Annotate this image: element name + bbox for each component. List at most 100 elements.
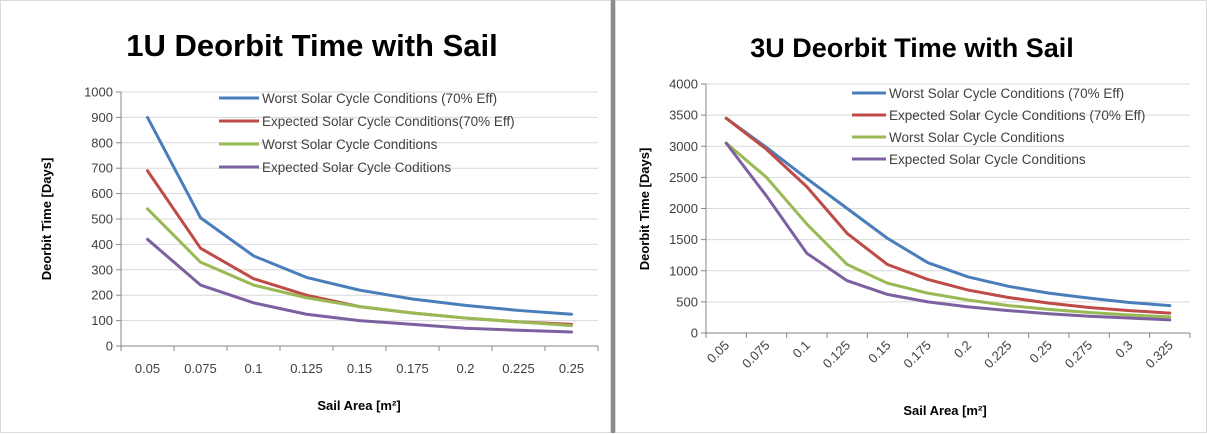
- data-point: [305, 276, 308, 279]
- data-point: [570, 324, 573, 327]
- data-point: [517, 329, 520, 332]
- legend-label: Expected Solar Cycle Coditions: [262, 160, 451, 175]
- x-tick-label: 0.1: [244, 361, 262, 376]
- data-point: [1087, 314, 1091, 318]
- data-point: [1007, 296, 1010, 299]
- data-point: [926, 261, 930, 264]
- x-tick-label: 0.075: [184, 361, 217, 376]
- data-point: [199, 260, 202, 264]
- data-point: [1168, 318, 1172, 322]
- y-tick-label: 4000: [669, 77, 698, 92]
- data-point: [464, 304, 467, 307]
- y-tick-label: 500: [91, 212, 113, 227]
- data-point: [845, 207, 849, 210]
- data-point: [305, 313, 308, 316]
- data-point: [358, 288, 361, 292]
- y-tick-label: 0: [106, 339, 113, 354]
- data-point: [1007, 304, 1010, 307]
- data-point: [1168, 304, 1172, 307]
- y-tick-label: 200: [91, 288, 113, 303]
- data-point: [146, 238, 149, 241]
- y-tick-label: 800: [91, 135, 113, 150]
- x-tick-label: 0.15: [347, 361, 372, 376]
- x-tick-label: 0.125: [290, 361, 323, 376]
- y-tick-label: 100: [91, 313, 113, 328]
- data-point: [199, 216, 202, 219]
- legend-label: Worst Solar Cycle Conditions: [889, 130, 1065, 145]
- data-point: [199, 283, 202, 287]
- data-point: [358, 319, 361, 322]
- data-point: [1128, 316, 1131, 320]
- panel-divider: [611, 0, 615, 433]
- legend-label: Worst Solar Cycle Conditions: [262, 137, 438, 152]
- data-point: [199, 247, 202, 250]
- data-point: [252, 301, 255, 305]
- y-tick-label: 3500: [669, 108, 698, 123]
- data-point: [1007, 285, 1010, 288]
- data-point: [926, 291, 930, 295]
- y-tick-label: 0: [691, 326, 698, 341]
- data-point: [1168, 311, 1172, 315]
- data-point: [1087, 306, 1091, 309]
- x-tick-label: 0.175: [900, 338, 934, 372]
- series-line: [724, 116, 1172, 308]
- data-point: [517, 309, 520, 312]
- x-tick-label: 0.3: [1112, 338, 1135, 361]
- data-point: [411, 297, 414, 301]
- data-point: [805, 177, 809, 180]
- data-point: [765, 176, 768, 179]
- x-tick-label: 0.175: [396, 361, 429, 376]
- x-axis-label: Sail Area [m²]: [317, 398, 400, 413]
- y-tick-label: 300: [91, 262, 113, 277]
- data-point: [1047, 308, 1051, 311]
- data-point: [1087, 311, 1091, 314]
- data-point: [724, 117, 728, 120]
- chart-panel-3u: 3U Deorbit Time with Sail 0 500 1000 1500 200…: [615, 0, 1207, 433]
- data-point: [464, 327, 467, 330]
- data-point: [146, 169, 149, 172]
- data-point: [570, 313, 573, 316]
- legend-label: Worst Solar Cycle Conditions (70% Eff): [889, 86, 1124, 101]
- data-point: [1128, 309, 1131, 312]
- y-tick-label: 500: [676, 294, 698, 309]
- chart-title: 1U Deorbit Time with Sail: [126, 28, 498, 63]
- legend-label: Expected Solar Cycle Conditions(70% Eff): [262, 114, 515, 129]
- data-point: [252, 277, 255, 280]
- x-tick-label: 0.075: [739, 338, 773, 372]
- data-point: [305, 296, 308, 299]
- y-tick-label: 600: [91, 186, 113, 201]
- data-point: [845, 279, 849, 282]
- x-tick-label: 0.1: [790, 338, 813, 361]
- data-point: [805, 252, 809, 255]
- y-axis-label: Deorbit Time [Days]: [637, 148, 652, 271]
- data-point: [926, 300, 930, 304]
- data-point: [146, 207, 149, 211]
- y-tick-label: 2500: [669, 170, 698, 185]
- x-tick-label: 0.225: [981, 338, 1015, 372]
- legend-label: Expected Solar Cycle Conditions (70% Eff…: [889, 108, 1145, 123]
- data-point: [1047, 312, 1051, 315]
- data-point: [765, 148, 768, 151]
- y-tick-label: 400: [91, 237, 113, 252]
- data-point: [886, 282, 889, 285]
- x-tick-label: 0.275: [1062, 338, 1096, 372]
- data-point: [966, 298, 970, 302]
- x-tick-label: 0.25: [1026, 338, 1055, 367]
- series-line: [724, 141, 1172, 322]
- data-point: [252, 283, 255, 287]
- data-point: [845, 263, 849, 266]
- y-axis-label: Deorbit Time [Days]: [39, 158, 54, 281]
- data-point: [358, 305, 361, 308]
- chart-panel-1u: 1U Deorbit Time with Sail 0 100 200 300 400 50…: [0, 0, 611, 433]
- x-tick-label: 0.15: [865, 338, 894, 367]
- data-point: [765, 194, 768, 198]
- data-point: [926, 278, 930, 281]
- data-point: [886, 263, 889, 266]
- x-tick-label: 0.25: [559, 361, 584, 376]
- data-point: [886, 237, 889, 240]
- y-tick-label: 1000: [84, 85, 113, 100]
- x-tick-label: 0.2: [951, 338, 974, 361]
- data-point: [1128, 301, 1131, 304]
- data-point: [411, 311, 414, 315]
- x-tick-label: 0.125: [820, 338, 854, 372]
